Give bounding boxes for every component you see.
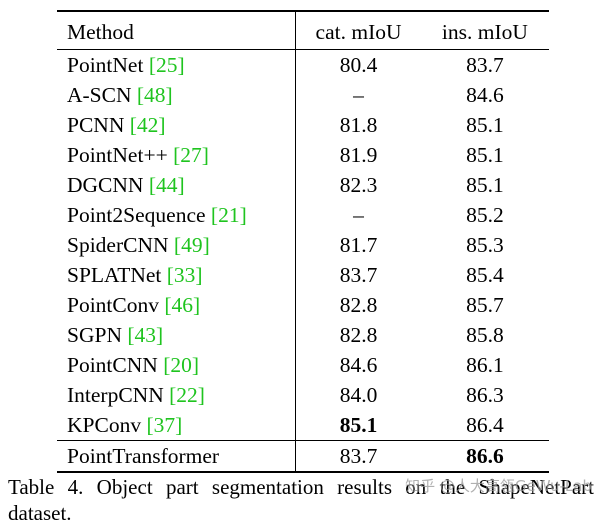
cat-miou-cell: 81.7 [339, 233, 378, 257]
header-method: Method [57, 10, 297, 50]
cat-miou-cell: 84.6 [339, 353, 378, 377]
citation-link[interactable]: [43] [127, 323, 164, 347]
citation-link[interactable]: [21] [210, 203, 247, 227]
method-name: SpiderCNN [67, 233, 169, 257]
citation-link[interactable]: [49] [173, 233, 210, 257]
citation-link[interactable]: [22] [169, 383, 205, 407]
method-name: SGPN [67, 323, 122, 347]
header-ins-miou: ins. mIoU [420, 10, 549, 50]
method-name: A-SCN [67, 83, 132, 107]
cat-miou-cell: 83.7 [295, 440, 421, 473]
method-cell: SpiderCNN [49] [57, 230, 297, 260]
table-row: SpiderCNN [49] 81.7 85.3 [57, 230, 549, 260]
method-cell: SGPN [43] [57, 320, 297, 350]
results-table-container: Method cat. mIoU ins. mIoU PointNet [25]… [57, 10, 549, 473]
citation-link[interactable]: [27] [173, 143, 209, 167]
citation-link[interactable]: [46] [164, 293, 201, 317]
ins-miou-cell: 85.1 [466, 173, 504, 197]
method-name: DGCNN [67, 173, 144, 197]
method-name: KPConv [67, 413, 142, 437]
citation-link[interactable]: [37] [146, 413, 183, 437]
citation-link[interactable]: [44] [148, 173, 185, 197]
method-name: PointCNN [67, 353, 158, 377]
ins-miou-cell: 85.1 [466, 143, 504, 167]
table-row: SPLATNet [33] 83.7 85.4 [57, 260, 549, 290]
ins-miou-cell: 86.3 [466, 383, 504, 407]
method-cell: DGCNN [44] [57, 170, 297, 200]
citation-link[interactable]: [42] [129, 113, 166, 137]
cat-miou-cell: 82.8 [339, 293, 378, 317]
cat-miou-cell-best: 85.1 [339, 413, 378, 437]
table-row: DGCNN [44] 82.3 85.1 [57, 170, 549, 200]
table-row: KPConv [37] 85.1 86.4 [57, 410, 549, 441]
ins-miou-cell: 85.7 [466, 293, 504, 317]
cat-miou-cell: 84.0 [339, 383, 378, 407]
table-row: PointConv [46] 82.8 85.7 [57, 290, 549, 320]
method-cell: PCNN [42] [57, 110, 297, 140]
method-cell: Point2Sequence [21] [57, 200, 297, 230]
method-name: PCNN [67, 113, 125, 137]
cat-miou-cell: 83.7 [339, 263, 378, 287]
method-name: InterpCNN [67, 383, 164, 407]
citation-link[interactable]: [48] [136, 83, 173, 107]
header-cat-miou: cat. mIoU [295, 10, 421, 50]
ins-miou-cell: 85.2 [466, 203, 504, 227]
ins-miou-cell: 85.4 [466, 263, 504, 287]
method-cell: A-SCN [48] [57, 80, 297, 110]
cat-miou-cell: 82.8 [339, 323, 378, 347]
table-body: PointNet [25] 80.4 83.7 A-SCN [48] – 84.… [57, 49, 549, 473]
method-cell: PointCNN [20] [57, 350, 297, 380]
cat-miou-cell: 82.3 [339, 173, 378, 197]
cat-miou-cell: 81.9 [339, 143, 378, 167]
ins-miou-cell: 85.8 [466, 323, 504, 347]
ins-miou-cell: 84.6 [466, 83, 504, 107]
table-row: PCNN [42] 81.8 85.1 [57, 110, 549, 140]
method-cell: InterpCNN [22] [57, 380, 297, 410]
cat-miou-cell: 81.8 [339, 113, 378, 137]
method-cell: KPConv [37] [57, 410, 297, 441]
method-name: PointTransformer [67, 444, 220, 468]
ins-miou-cell: 86.4 [466, 413, 504, 437]
table-caption: Table 4. Object part segmentation result… [8, 475, 594, 525]
ins-miou-cell: 86.1 [466, 353, 504, 377]
citation-link[interactable]: [33] [166, 263, 203, 287]
method-name: PointNet++ [67, 143, 168, 167]
table-row: SGPN [43] 82.8 85.8 [57, 320, 549, 350]
table-row-proposed: PointTransformer 83.7 86.6 [57, 440, 549, 473]
table-row: Point2Sequence [21] – 85.2 [57, 200, 549, 230]
citation-link[interactable]: [25] [148, 53, 185, 77]
method-cell: PointTransformer [57, 440, 297, 473]
method-name: PointConv [67, 293, 159, 317]
ins-miou-cell: 85.3 [466, 233, 504, 257]
table-row: InterpCNN [22] 84.0 86.3 [57, 380, 549, 410]
results-table: Method cat. mIoU ins. mIoU PointNet [25]… [57, 10, 549, 473]
method-cell: SPLATNet [33] [57, 260, 297, 290]
ins-miou-cell-best: 86.6 [420, 440, 549, 473]
table-row: A-SCN [48] – 84.6 [57, 80, 549, 110]
ins-miou-cell: 83.7 [466, 53, 504, 77]
table-row: PointNet++ [27] 81.9 85.1 [57, 140, 549, 170]
method-cell: PointNet [25] [57, 49, 297, 80]
method-cell: PointNet++ [27] [57, 140, 297, 170]
table-row: PointNet [25] 80.4 83.7 [57, 49, 549, 80]
table-header-row: Method cat. mIoU ins. mIoU [57, 10, 549, 50]
method-name: SPLATNet [67, 263, 162, 287]
cat-miou-cell: – [353, 83, 364, 107]
cat-miou-cell: 80.4 [339, 53, 378, 77]
method-cell: PointConv [46] [57, 290, 297, 320]
cat-miou-cell: – [353, 203, 364, 227]
ins-miou-cell: 85.1 [466, 113, 504, 137]
method-name: PointNet [67, 53, 144, 77]
method-name: Point2Sequence [67, 203, 206, 227]
table-row: PointCNN [20] 84.6 86.1 [57, 350, 549, 380]
citation-link[interactable]: [20] [163, 353, 200, 377]
